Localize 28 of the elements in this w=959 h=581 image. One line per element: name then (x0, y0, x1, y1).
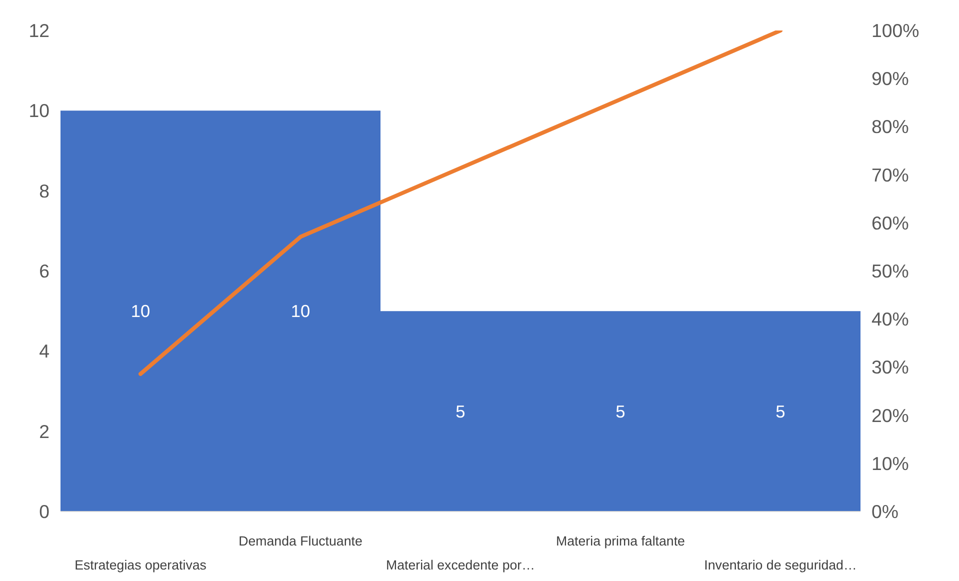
y-tick-label: 4 (39, 340, 50, 362)
y2-tick-label: 20% (872, 404, 909, 426)
y-tick-label: 0 (39, 501, 50, 522)
y2-tick-label: 80% (872, 116, 909, 138)
y2-tick-label: 50% (872, 260, 909, 282)
y2-tick-label: 0% (872, 501, 898, 522)
y-tick-label: 2 (39, 420, 50, 442)
y2-tick-label: 100% (872, 20, 920, 41)
data-label: 5 (456, 401, 466, 422)
y2-tick-label: 90% (872, 68, 909, 90)
y2-tick-label: 60% (872, 212, 909, 234)
data-label: 5 (776, 401, 786, 422)
data-label: 10 (130, 301, 150, 322)
y2-tick-label: 70% (872, 164, 909, 186)
x-tick-label: Materia prima faltante (556, 534, 685, 548)
y2-tick-label: 30% (872, 356, 909, 378)
x-tick-label: Estrategias operativas (74, 558, 207, 572)
y-tick-label: 12 (28, 20, 50, 41)
x-tick-label: Inventario de seguridad… (704, 558, 857, 572)
y-tick-label: 8 (39, 180, 50, 202)
data-label: 10 (290, 301, 310, 322)
y2-tick-label: 10% (872, 452, 909, 474)
x-tick-label: Material excedente por… (386, 558, 535, 572)
x-tick-label: Demanda Fluctuante (238, 534, 362, 548)
y2-tick-label: 40% (872, 308, 909, 330)
data-label: 5 (616, 401, 626, 422)
y-tick-label: 10 (28, 100, 50, 122)
y-tick-label: 6 (39, 260, 50, 282)
